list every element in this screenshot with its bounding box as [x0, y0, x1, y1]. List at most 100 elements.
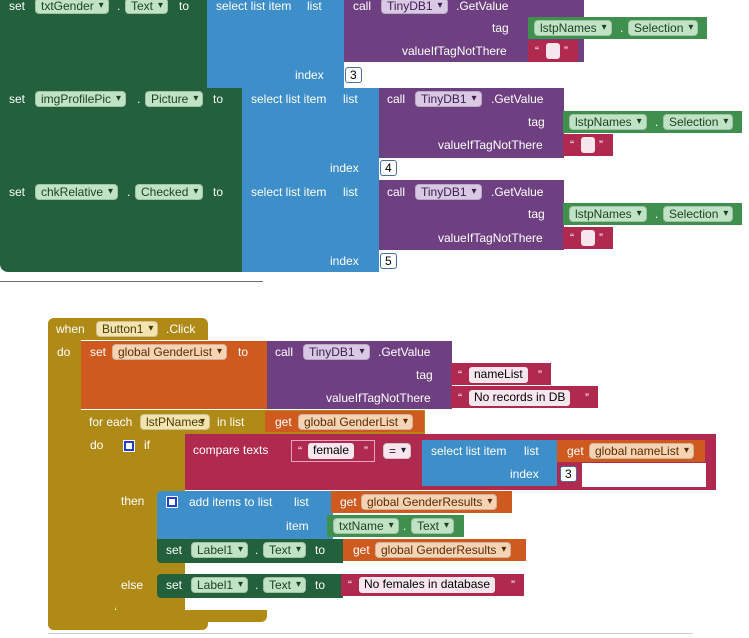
then-label: then	[121, 494, 145, 508]
tag-property-dropdown[interactable]: Selection	[663, 206, 734, 222]
index-number[interactable]: 4	[380, 160, 397, 176]
select-list-item-label: select list item	[216, 0, 292, 13]
variable-dropdown[interactable]: global GenderList	[298, 414, 414, 430]
label1-dropdown[interactable]: Label1	[191, 577, 249, 593]
index-number[interactable]: 3	[345, 67, 362, 83]
for-each-bottom	[81, 610, 267, 622]
button1-dropdown[interactable]: Button1	[96, 321, 159, 337]
get-label: get	[275, 415, 292, 429]
text-property-dropdown[interactable]: Text	[263, 577, 307, 593]
dot-label: .	[127, 185, 131, 199]
list-label: list	[343, 92, 358, 106]
tag-string-namelist[interactable]: nameList	[469, 367, 528, 383]
no-females-string[interactable]: No females in database	[359, 577, 496, 593]
add-items-to-list-block[interactable]	[157, 491, 333, 539]
item-label: item	[286, 519, 309, 533]
empty-string[interactable]	[546, 43, 560, 59]
get-label: get	[353, 543, 370, 557]
close-quote: ”	[538, 368, 542, 382]
variable-dropdown[interactable]: global GenderResults	[375, 542, 512, 558]
tag-component-dropdown[interactable]: lstpNames	[569, 114, 647, 130]
component-dropdown-txtgender[interactable]: txtGender	[35, 0, 109, 14]
set-label1-text-block[interactable]	[157, 539, 343, 563]
call-label: call	[353, 0, 372, 13]
female-string[interactable]: female	[308, 443, 355, 459]
notfound-label: valueIfTagNotThere	[402, 44, 507, 58]
else-label: else	[121, 578, 144, 592]
tag-property-dropdown[interactable]: Selection	[628, 20, 699, 36]
index-label: index	[330, 161, 359, 175]
text-property-dropdown[interactable]: Text	[263, 542, 307, 558]
label1-dropdown[interactable]: Label1	[191, 542, 249, 558]
property-dropdown-text[interactable]: Text	[125, 0, 169, 14]
call-label: call	[275, 345, 294, 359]
notfound-string[interactable]: No records in DB	[469, 390, 571, 406]
variable-dropdown-genderlist[interactable]: global GenderList	[112, 344, 228, 360]
close-quote: ”	[511, 578, 515, 592]
open-quote: “	[535, 44, 539, 58]
component-dropdown-chkrelative[interactable]: chkRelative	[35, 184, 119, 200]
method-label: .GetValue	[456, 0, 509, 13]
to-label: to	[179, 0, 190, 13]
empty-string[interactable]	[581, 137, 595, 153]
variable-dropdown[interactable]: global GenderResults	[361, 494, 498, 510]
open-quote: “	[570, 138, 574, 152]
setter-block-txtgender[interactable]	[0, 0, 207, 88]
item-property-dropdown[interactable]: Text	[411, 518, 455, 534]
db-dropdown[interactable]: TinyDB1	[415, 184, 482, 200]
loop-variable-dropdown[interactable]: lstPNames	[140, 414, 211, 430]
do-label: do	[90, 438, 104, 452]
set-label: set	[166, 578, 183, 592]
tag-property-dropdown[interactable]: Selection	[663, 114, 734, 130]
index-number[interactable]: 3	[560, 466, 577, 482]
top-block-bottom-edge	[0, 281, 263, 282]
select-list-item-block-if[interactable]	[422, 440, 557, 486]
empty-socket	[582, 463, 706, 487]
index-number[interactable]: 5	[380, 253, 397, 269]
set-label: set	[9, 92, 26, 106]
list-label: list	[343, 185, 358, 199]
set-label: set	[166, 543, 183, 557]
list-label: list	[294, 495, 309, 509]
dot-label: .	[255, 543, 259, 557]
index-label: index	[510, 467, 539, 481]
dot-label: .	[655, 115, 659, 129]
call-label: call	[387, 185, 406, 199]
select-list-item-label: select list item	[251, 92, 327, 106]
select-list-item-block-2[interactable]	[242, 88, 379, 180]
item-component-dropdown[interactable]: txtName	[333, 518, 399, 534]
compare-texts-label: compare texts	[193, 443, 269, 457]
tag-component-dropdown[interactable]: lstpNames	[569, 206, 647, 222]
mutator-gear-icon[interactable]	[123, 440, 135, 452]
close-quote: ”	[564, 44, 568, 58]
do-label: do	[57, 345, 71, 359]
db-dropdown[interactable]: TinyDB1	[303, 344, 370, 360]
method-label: .GetValue	[491, 92, 544, 106]
event-frame-side	[48, 318, 81, 630]
method-label: .GetValue	[491, 185, 544, 199]
add-items-label: add items to list	[189, 495, 273, 509]
tag-label: tag	[528, 207, 545, 221]
mutator-gear-icon[interactable]	[166, 496, 178, 508]
variable-dropdown[interactable]: global nameList	[589, 443, 695, 459]
select-list-item-block-1[interactable]	[207, 0, 344, 88]
component-dropdown-imgprofilepic[interactable]: imgProfilePic	[35, 91, 127, 107]
operator-dropdown[interactable]: =	[383, 443, 412, 459]
tag-label: tag	[492, 21, 509, 35]
notfound-label: valueIfTagNotThere	[438, 231, 543, 245]
db-dropdown[interactable]: TinyDB1	[415, 91, 482, 107]
method-label: .GetValue	[378, 345, 431, 359]
property-dropdown-checked[interactable]: Checked	[135, 184, 204, 200]
db-dropdown[interactable]: TinyDB1	[381, 0, 448, 14]
tag-component-dropdown[interactable]: lstpNames	[534, 20, 612, 36]
property-dropdown-picture[interactable]: Picture	[145, 91, 204, 107]
tag-label: tag	[528, 115, 545, 129]
list-label: list	[524, 444, 539, 458]
to-label: to	[213, 185, 224, 199]
set-label1-text-else-block[interactable]	[157, 574, 343, 598]
close-quote: ”	[599, 138, 603, 152]
select-list-item-block-3[interactable]	[242, 180, 379, 272]
open-quote: “	[458, 368, 462, 382]
close-quote: ”	[585, 391, 589, 405]
empty-string[interactable]	[581, 230, 595, 246]
